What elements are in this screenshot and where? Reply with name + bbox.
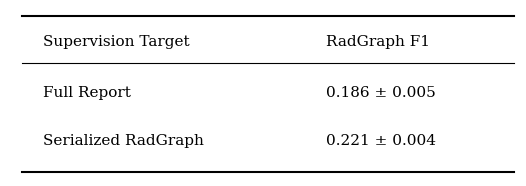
Text: 0.221 ± 0.004: 0.221 ± 0.004 [326,134,436,148]
Text: 0.186 ± 0.005: 0.186 ± 0.005 [326,86,436,100]
Text: Supervision Target: Supervision Target [43,35,190,49]
Text: RadGraph F1: RadGraph F1 [326,35,430,49]
Text: Full Report: Full Report [43,86,131,100]
Text: Serialized RadGraph: Serialized RadGraph [43,134,204,148]
